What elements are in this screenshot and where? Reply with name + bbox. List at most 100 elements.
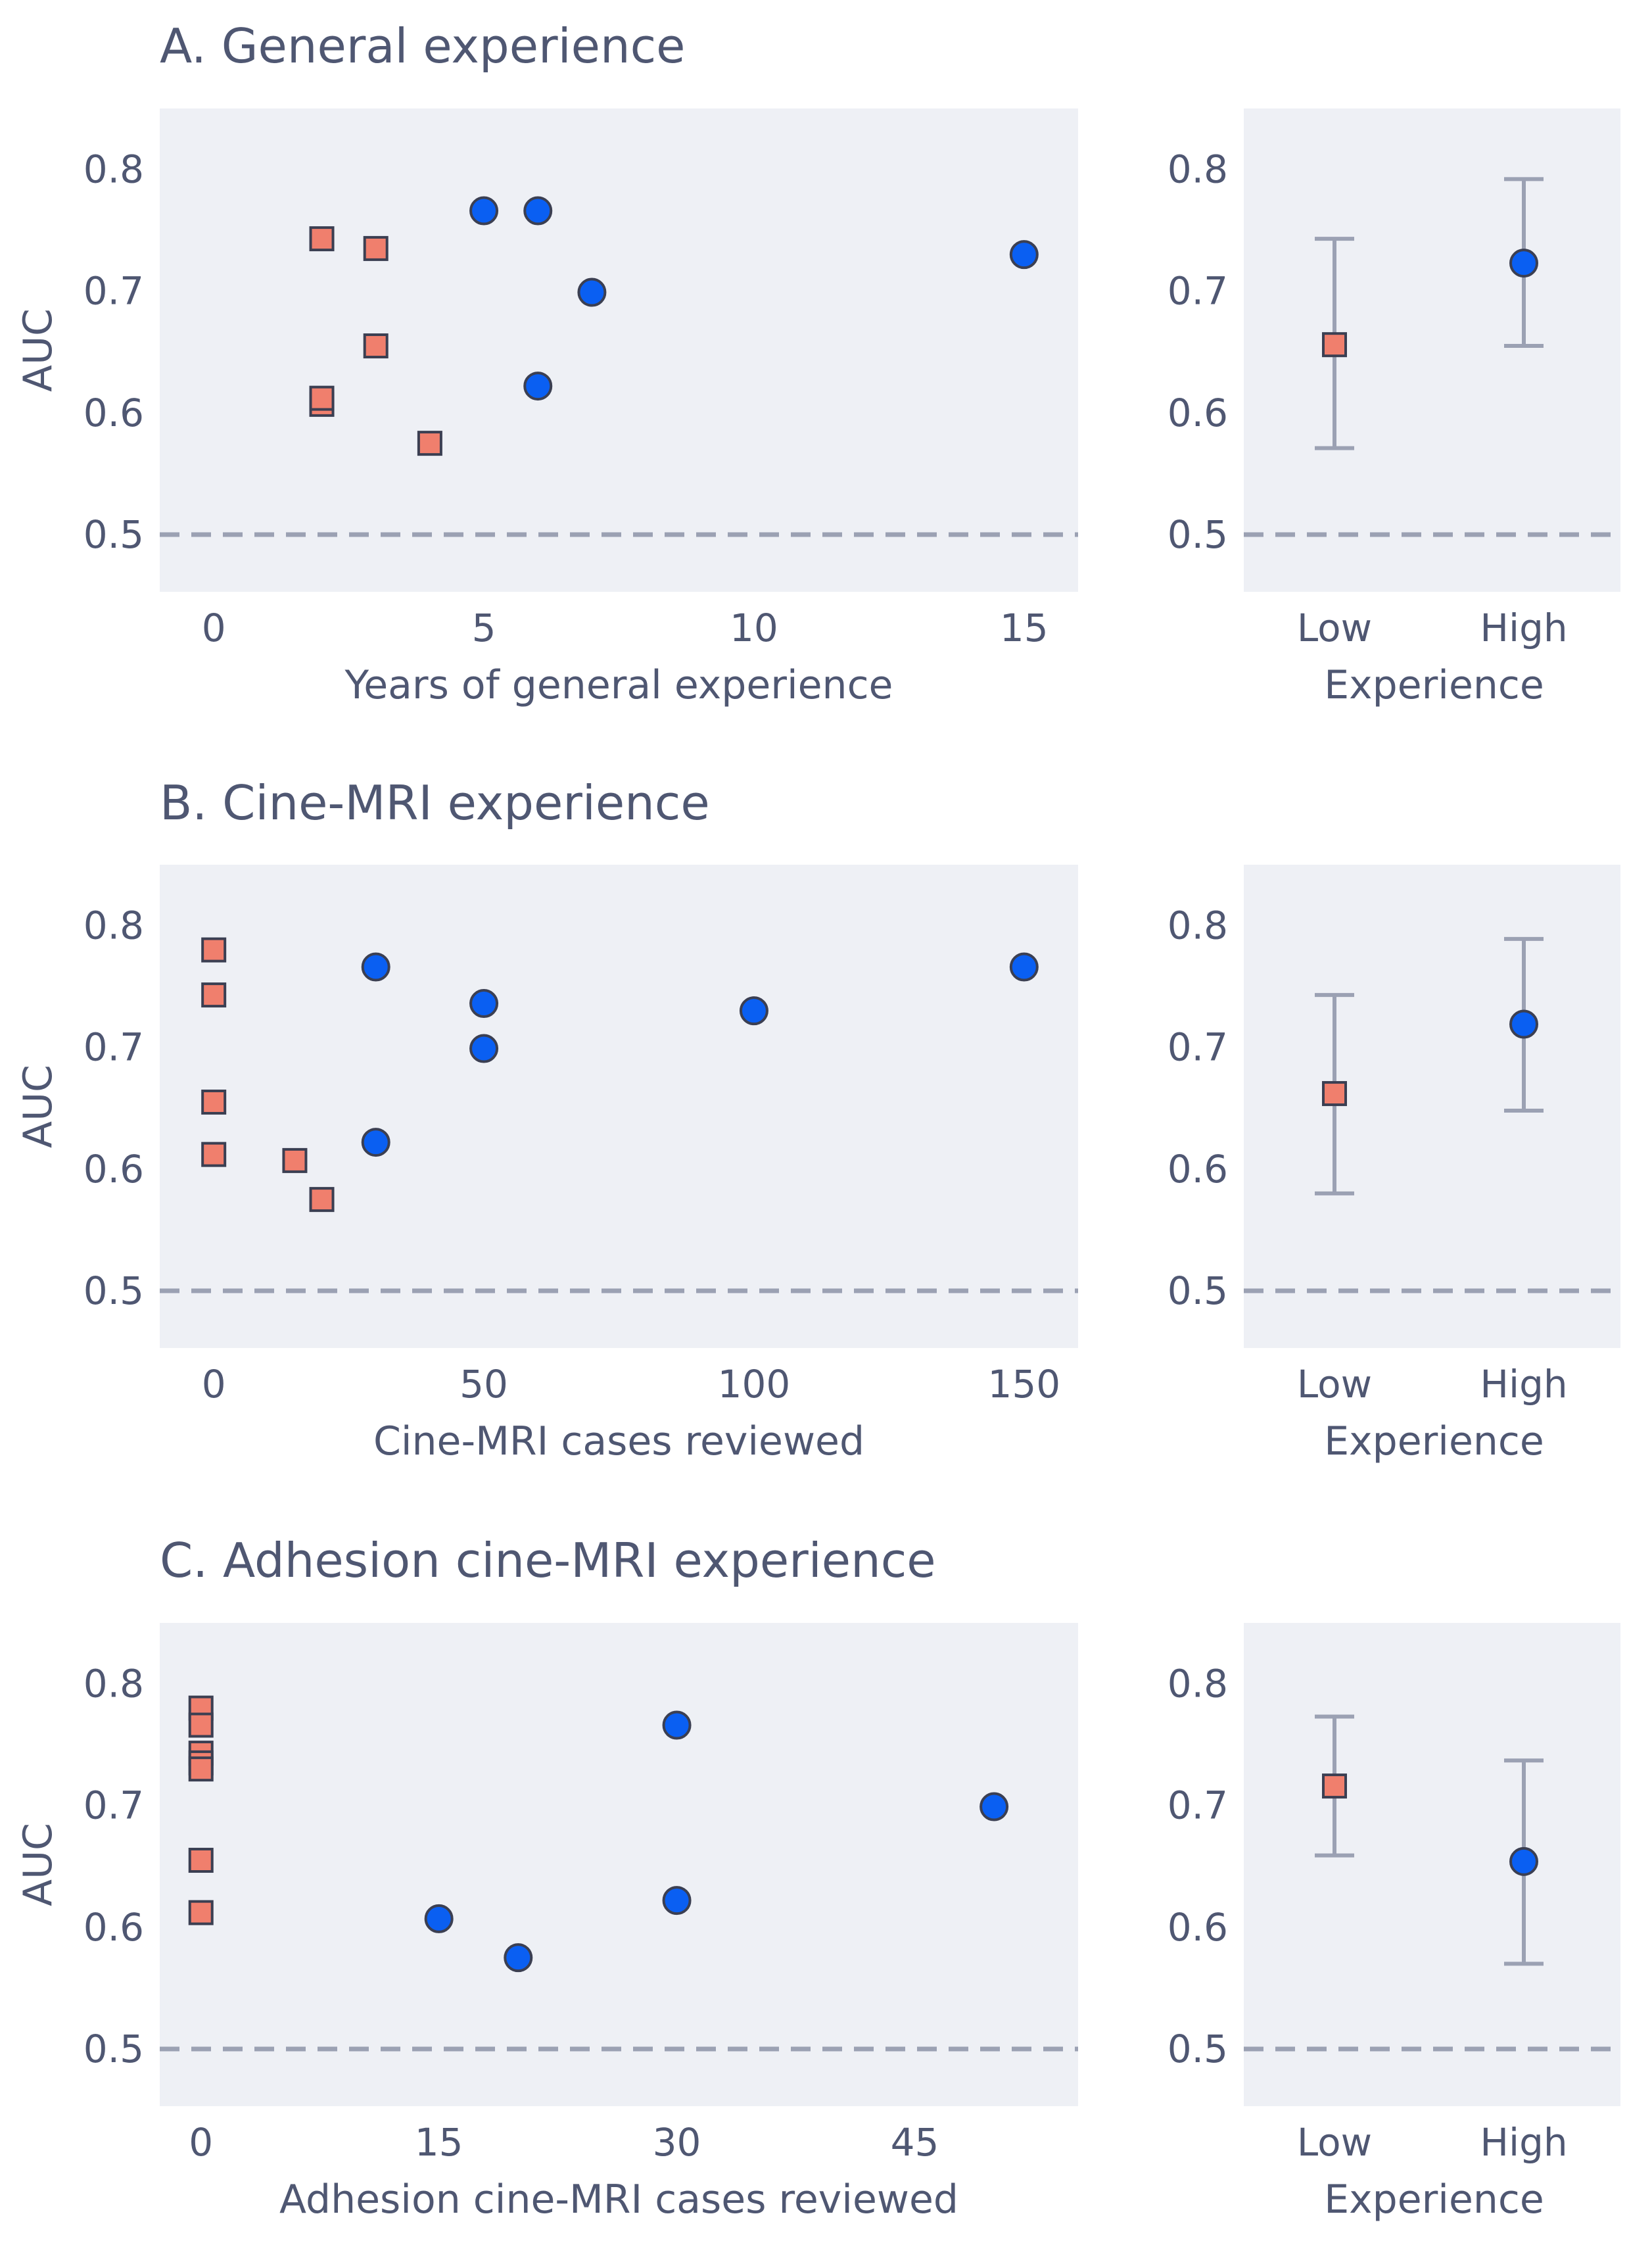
x-tick-label: 15: [1000, 606, 1049, 650]
y-tick-label: 0.5: [1168, 1268, 1228, 1313]
high-experience-point: [662, 1710, 692, 1740]
y-tick-label: 0.5: [1168, 2027, 1228, 2071]
scatter-panel-c: C. Adhesion cine-MRI experience 0.5 0.6 0.7…: [15, 1533, 1078, 2223]
high-experience-point: [739, 996, 768, 1026]
low-experience-point: [201, 937, 227, 963]
x-tick-label: 100: [718, 1362, 791, 1407]
panel-title: A. General experience: [160, 18, 685, 74]
high-experience-point: [979, 1792, 1009, 1821]
y-tick-label: 0.7: [1168, 269, 1228, 314]
x-tick-label: 10: [730, 606, 778, 650]
x-axis-label: Cine-MRI cases reviewed: [373, 1418, 864, 1464]
high-experience-point: [1009, 952, 1039, 982]
category-label: Low: [1297, 2120, 1372, 2165]
y-tick-label: 0.6: [83, 1905, 144, 1950]
scatter-panel-b: B. Cine-MRI experience 0.5 0.6 0.7 0.8 0 50 100…: [15, 775, 1078, 1464]
summary-panel-a: 0.5 0.6 0.7 0.8 Low High Experience: [1168, 108, 1620, 708]
plot-area: [160, 108, 1078, 592]
y-tick-label: 0.7: [1168, 1783, 1228, 1828]
x-axis-label: Adhesion cine-MRI cases reviewed: [279, 2177, 958, 2223]
low-mean-marker: [1322, 332, 1347, 358]
y-tick-label: 0.7: [1168, 1025, 1228, 1070]
scatter-panel-a: A. General experience 0.5 0.6 0.7 0.8 0 5 10 15 A…: [15, 18, 1078, 708]
x-axis-label: Experience: [1324, 2177, 1544, 2223]
high-experience-point: [469, 196, 499, 226]
plot-area: [160, 1623, 1078, 2106]
high-experience-point: [361, 952, 390, 982]
low-experience-point: [201, 982, 227, 1008]
high-mean-marker: [1509, 1009, 1538, 1039]
low-experience-point: [188, 1848, 214, 1873]
plot-area: [1244, 108, 1620, 592]
x-axis-label: Experience: [1324, 1418, 1544, 1464]
y-tick-label: 0.5: [83, 2027, 144, 2071]
high-experience-point: [662, 1886, 692, 1916]
high-experience-point: [424, 1904, 454, 1933]
low-experience-point: [188, 1712, 214, 1738]
x-tick-label: 5: [472, 606, 496, 650]
high-experience-point: [523, 372, 553, 401]
category-label: High: [1480, 1362, 1567, 1407]
plot-area: [1244, 865, 1620, 1348]
high-mean-marker: [1509, 249, 1538, 278]
category-label: Low: [1297, 1362, 1372, 1407]
x-tick-label: 30: [653, 2120, 701, 2165]
x-tick-label: 0: [202, 1362, 226, 1407]
x-tick-label: 150: [987, 1362, 1060, 1407]
category-label: High: [1480, 2120, 1567, 2165]
summary-panel-b: 0.5 0.6 0.7 0.8 Low High Experience: [1168, 865, 1620, 1464]
high-experience-point: [504, 1943, 533, 1973]
y-tick-label: 0.8: [1168, 1662, 1228, 1706]
y-tick-label: 0.7: [83, 1025, 144, 1070]
y-tick-label: 0.6: [1168, 1905, 1228, 1950]
high-mean-marker: [1509, 1846, 1538, 1876]
low-experience-point: [309, 385, 335, 411]
plot-area: [160, 865, 1078, 1348]
y-tick-label: 0.5: [83, 512, 144, 557]
low-experience-point: [309, 226, 335, 252]
panel-title: C. Adhesion cine-MRI experience: [160, 1533, 936, 1588]
high-experience-point: [469, 1034, 499, 1063]
low-experience-point: [201, 1090, 227, 1115]
y-axis-label: AUC: [15, 1823, 61, 1906]
category-label: High: [1480, 606, 1567, 650]
x-tick-label: 0: [202, 606, 226, 650]
low-mean-marker: [1322, 1773, 1347, 1799]
y-tick-label: 0.8: [1168, 147, 1228, 192]
plot-area: [1244, 1623, 1620, 2106]
y-tick-label: 0.5: [1168, 512, 1228, 557]
y-tick-label: 0.6: [83, 391, 144, 435]
high-experience-point: [577, 277, 607, 307]
y-tick-label: 0.6: [1168, 391, 1228, 435]
y-tick-label: 0.6: [1168, 1147, 1228, 1192]
high-experience-point: [523, 196, 553, 226]
x-tick-label: 15: [415, 2120, 463, 2165]
low-experience-point: [363, 235, 389, 261]
x-tick-label: 45: [891, 2120, 939, 2165]
y-tick-label: 0.8: [83, 1662, 144, 1706]
summary-panel-c: 0.5 0.6 0.7 0.8 Low High Experience: [1168, 1623, 1620, 2223]
panel-title: B. Cine-MRI experience: [160, 775, 710, 831]
y-tick-label: 0.7: [83, 1783, 144, 1828]
y-tick-label: 0.8: [83, 147, 144, 192]
y-tick-label: 0.6: [83, 1147, 144, 1192]
low-experience-point: [363, 333, 389, 359]
x-tick-label: 50: [460, 1362, 508, 1407]
low-experience-point: [309, 1187, 335, 1213]
category-label: Low: [1297, 606, 1372, 650]
y-axis-label: AUC: [15, 308, 61, 392]
low-experience-point: [417, 431, 442, 456]
y-tick-label: 0.8: [83, 904, 144, 948]
y-axis-label: AUC: [15, 1065, 61, 1148]
y-tick-label: 0.5: [83, 1268, 144, 1313]
high-experience-point: [1009, 240, 1039, 270]
low-experience-point: [188, 1900, 214, 1925]
x-tick-label: 0: [189, 2120, 213, 2165]
low-experience-point: [282, 1147, 308, 1173]
x-axis-label: Years of general experience: [344, 662, 893, 708]
y-tick-label: 0.8: [1168, 904, 1228, 948]
x-axis-label: Experience: [1324, 662, 1544, 708]
low-experience-point: [188, 1756, 214, 1782]
low-mean-marker: [1322, 1081, 1347, 1107]
